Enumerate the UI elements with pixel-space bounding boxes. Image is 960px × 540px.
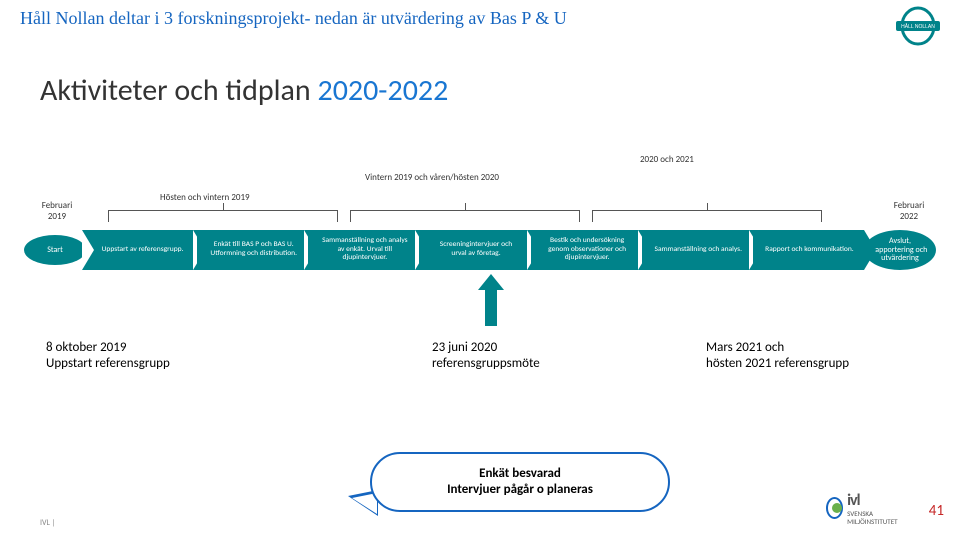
ivl-subtitle: SVENSKA MILJÖINSTITUTET — [847, 510, 904, 525]
timeline-step: Sammanställning och analys. — [638, 230, 753, 270]
milestone-text: hösten 2021 referensgrupp — [706, 356, 849, 372]
ivl-mark-icon — [826, 497, 843, 519]
main-title: Aktiviteter och tidplan 2020-2022 — [40, 72, 448, 109]
ivl-brand-text: ivl — [847, 491, 904, 510]
timeline-start: Start — [24, 235, 86, 265]
ivl-logo: ivl SVENSKA MILJÖINSTITUTET — [826, 492, 904, 524]
speech-line1: Enkät besvarad — [479, 466, 561, 482]
hall-nollan-logo: HÅLL NOLLAN — [894, 6, 942, 46]
period-bracket — [592, 210, 822, 222]
period-label: Vintern 2019 och våren/hösten 2020 — [365, 172, 499, 183]
period-label: 2020 och 2021 — [640, 154, 694, 165]
end-date-label: Februari 2022 — [884, 200, 934, 222]
timeline-step: Rapport och kommunikation. — [749, 230, 864, 270]
speech-line2: Intervjuer pågår o planeras — [447, 482, 593, 498]
highlight-arrow-icon — [478, 274, 504, 326]
svg-text:HÅLL NOLLAN: HÅLL NOLLAN — [901, 23, 935, 30]
timeline-step: Enkät till BAS P och BAS U. Utformning o… — [193, 230, 308, 270]
milestone: 23 juni 2020referensgruppsmöte — [432, 340, 540, 371]
period-bracket — [108, 210, 338, 222]
milestone: 8 oktober 2019Uppstart referensgrupp — [46, 340, 170, 371]
milestone-text: referensgruppsmöte — [432, 356, 540, 372]
timeline-step: Uppstart av referensgrupp. — [82, 230, 197, 270]
period-bracket — [350, 210, 580, 222]
milestone-date: Mars 2021 och — [706, 340, 849, 356]
timeline-step: Screeningintervjuer och urval av företag… — [415, 230, 530, 270]
timeline-step: Bestik och undersökning genom observatio… — [527, 230, 642, 270]
milestone-text: Uppstart referensgrupp — [46, 356, 170, 372]
main-title-part2: 2020-2022 — [317, 72, 448, 109]
milestone-date: 8 oktober 2019 — [46, 340, 170, 356]
timeline-step: Sammanställning och analys av enkät. Urv… — [304, 230, 419, 270]
ivl-footer-small: IVL | — [40, 518, 55, 528]
milestone-date: 23 juni 2020 — [432, 340, 540, 356]
start-date-label: Februari 2019 — [32, 200, 82, 222]
timeline: Start Uppstart av referensgrupp. Enkät t… — [24, 228, 936, 272]
period-label: Hösten och vintern 2019 — [160, 192, 250, 203]
page-header-title: Håll Nollan deltar i 3 forskningsprojekt… — [20, 8, 567, 29]
speech-bubble: Enkät besvarad Intervjuer pågår o planer… — [370, 452, 670, 512]
milestone: Mars 2021 ochhösten 2021 referensgrupp — [706, 340, 849, 371]
page-number: 41 — [929, 502, 944, 520]
main-title-part1: Aktiviteter och tidplan — [40, 72, 317, 109]
